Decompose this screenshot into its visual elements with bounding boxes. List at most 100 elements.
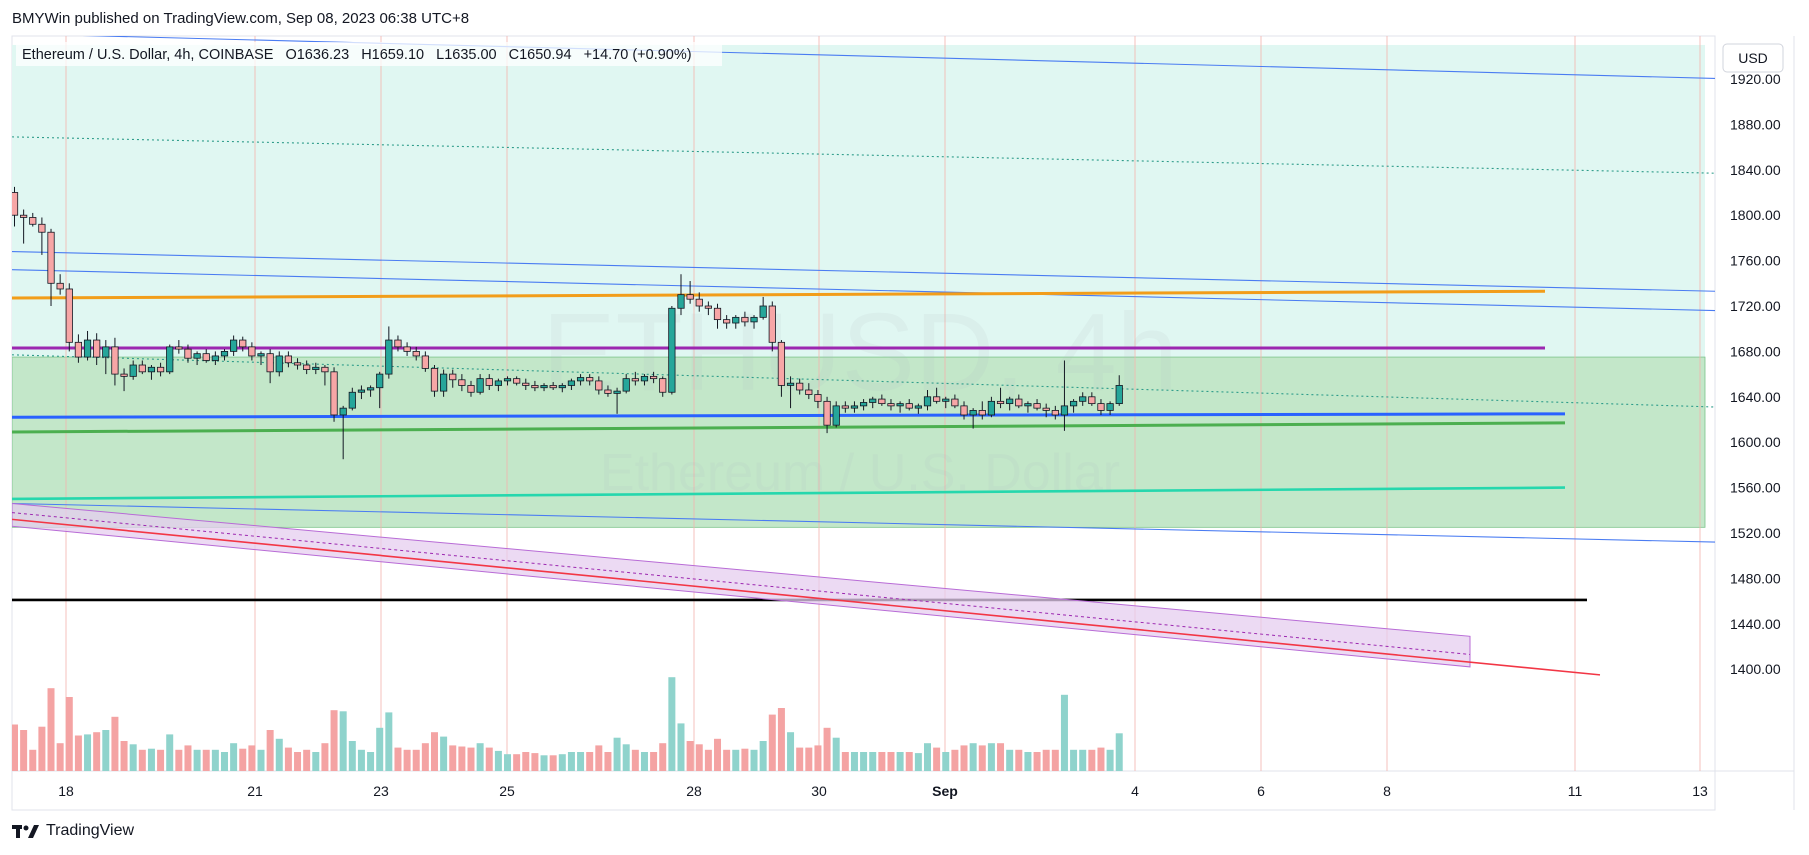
volume-bar [896, 752, 904, 771]
volume-bar [357, 749, 365, 771]
volume-bar [1079, 749, 1087, 771]
volume-bar [312, 752, 320, 771]
volume-bar [796, 747, 804, 771]
volume-bar [29, 749, 37, 771]
candle-down [421, 355, 429, 369]
candle [193, 351, 201, 366]
volume-bar [257, 749, 265, 771]
volume-bar [750, 749, 758, 771]
candle-up [677, 294, 685, 309]
candle [522, 378, 530, 390]
candle [366, 385, 375, 397]
candle [56, 274, 64, 295]
candle-up [576, 377, 585, 382]
candle [476, 374, 484, 395]
volume-bar [230, 743, 238, 771]
volume-bar [1060, 694, 1068, 771]
close-value: C1650.94 [509, 47, 572, 63]
volume-bar [1006, 749, 1014, 771]
candle-up [83, 339, 92, 358]
candle [211, 351, 219, 366]
candle-down [604, 389, 612, 394]
candle [120, 368, 128, 392]
candle-down [38, 223, 46, 233]
candle-down [704, 305, 712, 309]
candle-down [1097, 403, 1105, 411]
candle [969, 408, 977, 429]
candle [923, 389, 932, 411]
candle [257, 351, 265, 366]
time-axis[interactable]: 18 21 23 25 28 30 Sep 4 6 8 11 13 [58, 783, 1708, 799]
time-tick-label: 8 [1383, 783, 1391, 799]
volume-bar [1070, 749, 1078, 771]
candle-down [156, 366, 165, 373]
volume-bar [668, 677, 676, 771]
volume-bar [184, 745, 192, 771]
candle-down [978, 410, 986, 416]
candle [275, 351, 283, 377]
candle-down [1042, 407, 1050, 411]
open-value: O1636.23 [285, 47, 349, 63]
time-tick-label: 23 [373, 783, 389, 799]
time-tick-label: Sep [932, 783, 958, 799]
volume-bar [1051, 749, 1059, 771]
high-value: H1659.10 [361, 47, 424, 63]
candle-up [1079, 396, 1087, 402]
candle-up [640, 375, 649, 382]
candle-down [1088, 396, 1096, 405]
candle-down [650, 375, 658, 380]
candle [1097, 399, 1105, 415]
candle [138, 360, 146, 375]
candle [156, 362, 165, 377]
candle [430, 365, 439, 397]
candle [996, 387, 1005, 409]
volume-bar [531, 753, 539, 771]
candle-up [376, 373, 384, 389]
volume-bar [129, 744, 137, 771]
volume-bar [1115, 733, 1123, 771]
candle-down [412, 350, 420, 357]
candle-up [850, 405, 859, 409]
candle [668, 306, 676, 395]
volume-bar [458, 746, 466, 771]
volume-bar [969, 743, 977, 771]
volume-bar [1106, 749, 1114, 771]
price-axis[interactable]: 1920.00 1880.00 1840.00 1800.00 1760.00 1720.… [1730, 71, 1781, 677]
volume-bar [376, 727, 384, 771]
volume-bar [394, 747, 402, 771]
candle-up [147, 366, 156, 373]
candle-down [93, 339, 101, 358]
currency-badge[interactable]: USD [1722, 43, 1784, 73]
candle-up [129, 364, 137, 377]
candle-down [951, 398, 959, 407]
candle-down [239, 339, 247, 348]
candle [869, 396, 877, 409]
tradingview-logo-icon [12, 825, 39, 838]
price-tick-label: 1640.00 [1730, 389, 1781, 405]
candle [576, 374, 585, 386]
symbol-line: Ethereum / U.S. Dollar, 4h, COINBASE [22, 47, 274, 63]
price-tick-label: 1680.00 [1730, 343, 1781, 359]
candle [704, 301, 712, 316]
volume-bar [714, 738, 722, 771]
volume-bar [65, 697, 73, 771]
candle-up [440, 373, 448, 392]
candle [266, 349, 274, 384]
candle-down [586, 377, 594, 382]
candle [1088, 392, 1096, 406]
symbol-legend: Ethereum / U.S. Dollar, 4h, COINBASE O16… [16, 42, 722, 66]
candle-up [220, 350, 229, 357]
volume-bar [485, 747, 493, 771]
volume-bar [1015, 749, 1023, 771]
level-green [12, 421, 1566, 434]
candle [93, 333, 101, 366]
level-teal [12, 486, 1566, 501]
candle [348, 387, 356, 411]
tradingview-footer[interactable]: TradingView [12, 822, 134, 840]
candle-up [759, 305, 767, 318]
candle-down [686, 294, 694, 300]
candle-up [494, 380, 502, 386]
candle [147, 365, 156, 380]
